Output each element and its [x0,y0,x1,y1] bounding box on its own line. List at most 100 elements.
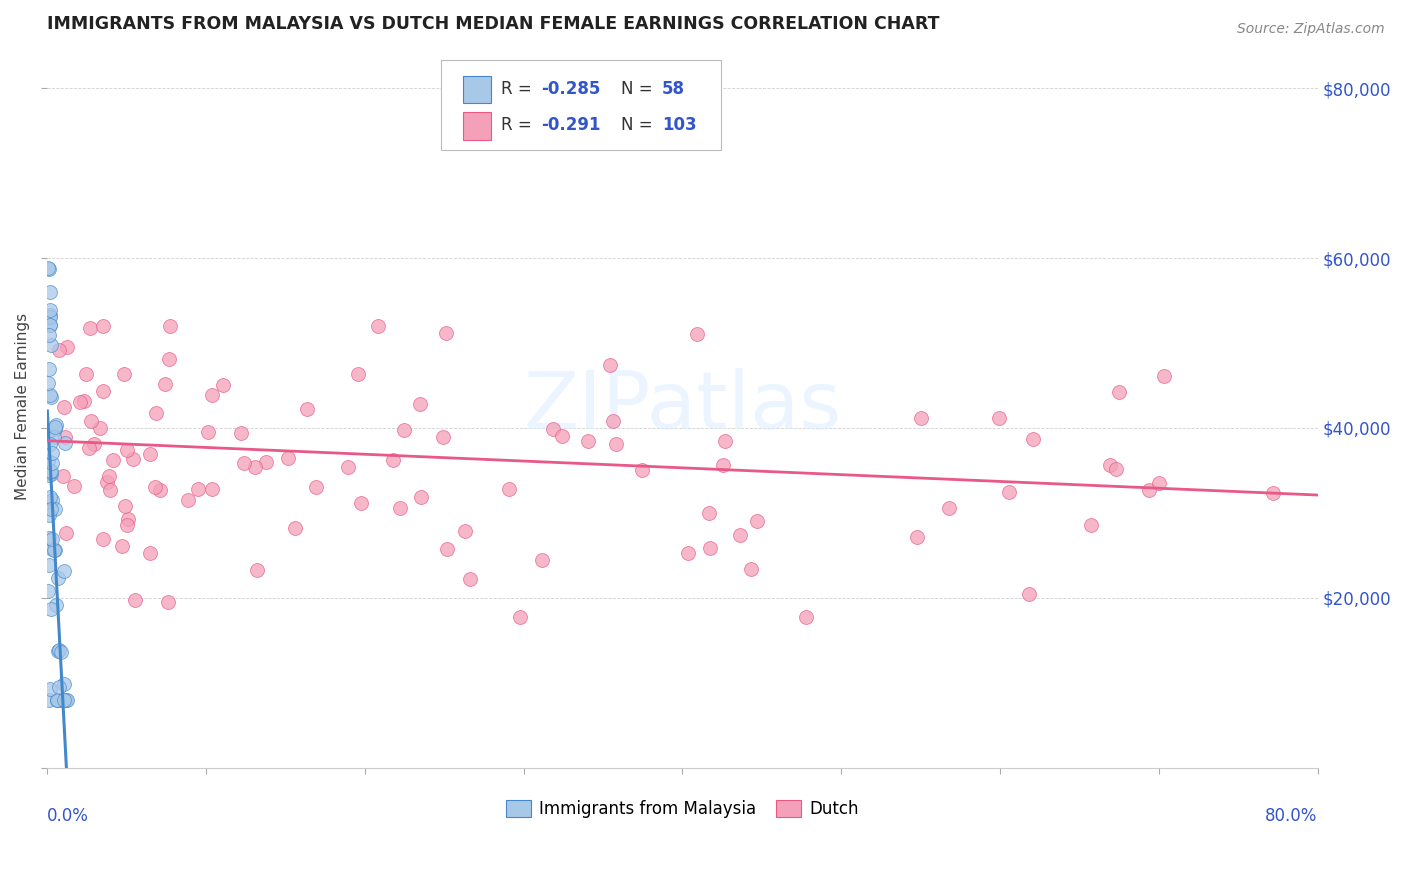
Point [80,414,103,428]
Point [53,436,76,450]
Point [231,426,253,441]
Point [38,361,60,376]
Point [987,410,1010,425]
Text: IMMIGRANTS FROM MALAYSIA VS DUTCH MEDIAN FEMALE EARNINGS CORRELATION CHART: IMMIGRANTS FROM MALAYSIA VS DUTCH MEDIAN… [48,15,939,33]
Point [114,499,136,513]
Point [53,692,76,706]
Point [39,465,62,479]
Point [605,437,627,451]
Point [367,318,389,333]
Point [201,482,224,496]
Point [432,429,454,443]
Point [38,303,60,318]
Text: Source: ZipAtlas.com: Source: ZipAtlas.com [1237,22,1385,37]
Point [740,561,762,575]
Point [37,454,59,468]
Point [159,318,181,333]
Point [42,543,65,558]
Point [453,524,475,538]
Point [38,327,60,342]
Point [905,530,928,544]
Point [97,469,120,483]
Text: -0.291: -0.291 [541,116,600,134]
Point [83,436,105,450]
Point [73,394,96,409]
Point [394,423,416,437]
Point [197,425,219,439]
Point [149,483,172,497]
Text: ZIPatlas: ZIPatlas [523,368,842,446]
Point [38,387,60,401]
Point [38,692,60,706]
Point [686,326,709,341]
Point [139,447,162,461]
Point [55,525,77,540]
Point [37,584,59,599]
Point [91,318,114,333]
Point [55,692,77,706]
Text: 103: 103 [662,116,697,134]
Point [246,563,269,577]
Point [157,595,180,609]
Point [697,507,720,521]
Point [1018,587,1040,601]
Point [112,367,135,381]
Point [111,539,134,553]
Point [38,558,60,572]
Point [436,326,458,340]
Bar [463,112,491,139]
Point [41,532,63,546]
Point [39,390,62,404]
Point [1108,384,1130,399]
Point [458,572,481,586]
Point [121,452,143,467]
Point [48,343,70,357]
Point [91,384,114,399]
Point [233,456,256,470]
Point [91,532,114,546]
Point [39,464,62,478]
Point [284,520,307,534]
Point [75,367,97,381]
Point [56,692,79,706]
Point [509,610,531,624]
Point [46,571,69,585]
Point [48,643,70,657]
Point [38,308,60,322]
Point [436,542,458,557]
Point [201,388,224,402]
Point [53,677,76,691]
Point [38,318,60,332]
Point [349,496,371,510]
Point [347,368,370,382]
Point [38,285,60,300]
Point [1261,485,1284,500]
Point [1137,483,1160,497]
Point [44,422,66,436]
Point [295,402,318,417]
Point [631,463,654,477]
Point [38,261,60,276]
Point [44,543,66,558]
Point [39,467,62,482]
Point [96,475,118,489]
Point [39,602,62,616]
Point [38,310,60,324]
Point [1080,518,1102,533]
Point [389,500,412,515]
Point [1147,476,1170,491]
Point [39,337,62,351]
Point [381,453,404,467]
Point [305,480,328,494]
Point [89,421,111,435]
Point [938,500,960,515]
Point [44,501,66,516]
Point [38,508,60,522]
Point [409,397,432,411]
Text: R =: R = [501,116,537,134]
Point [910,410,932,425]
Point [699,541,721,555]
Point [41,446,63,460]
Point [1099,458,1122,472]
Point [77,441,100,455]
